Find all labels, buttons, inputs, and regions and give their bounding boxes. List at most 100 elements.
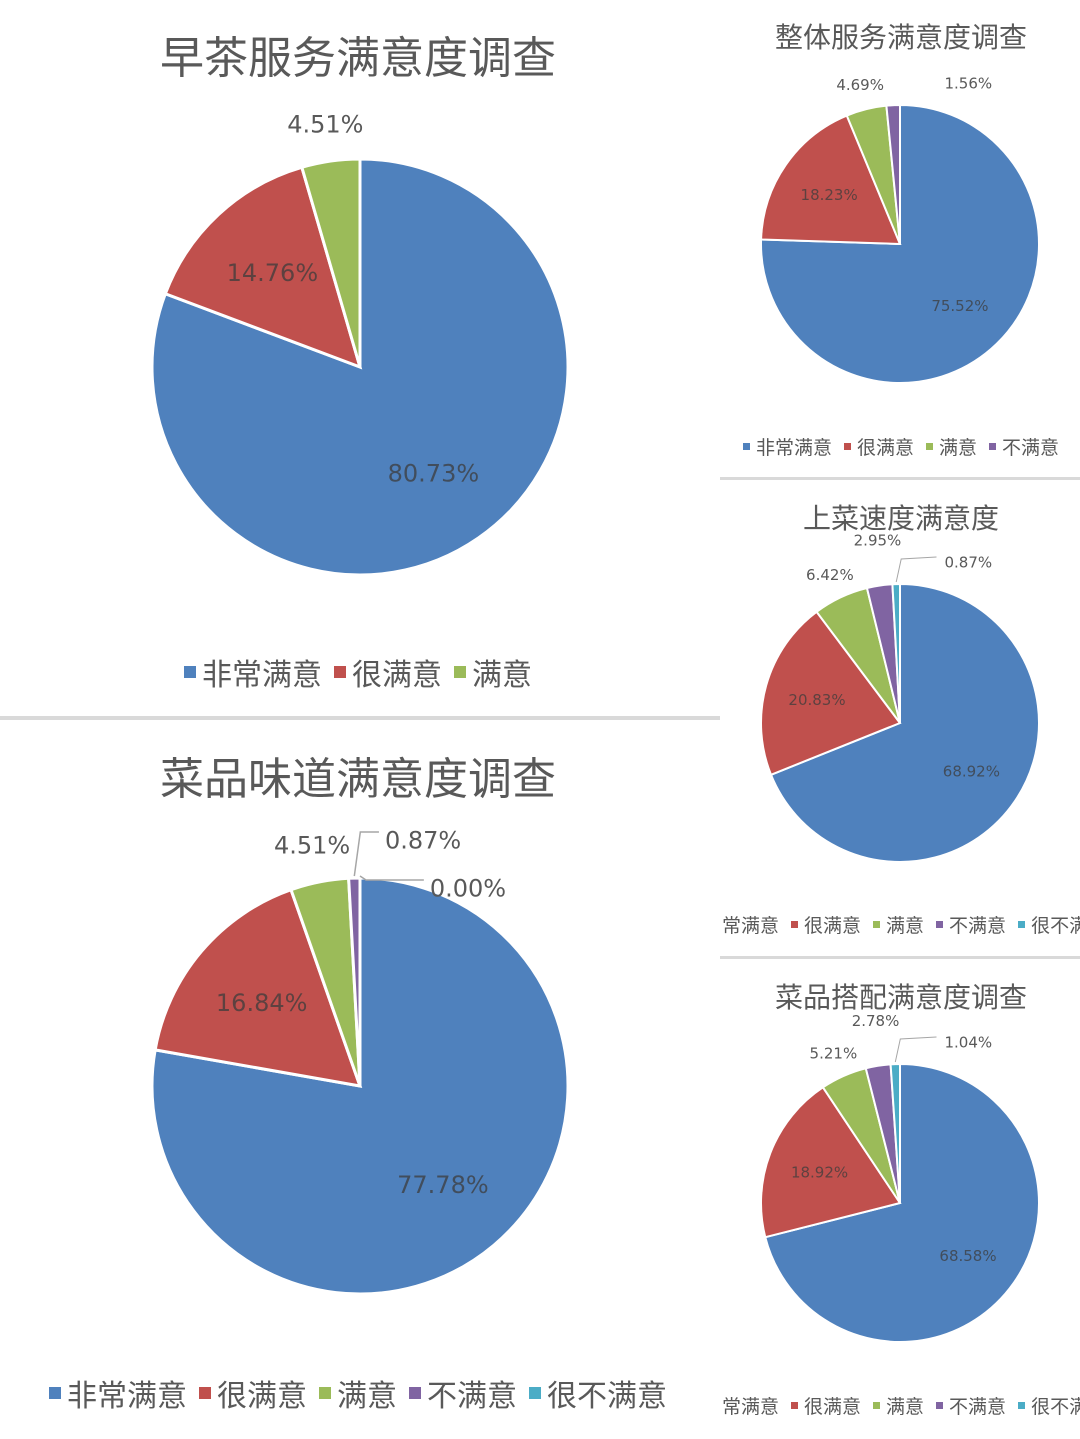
legend-swatch [199, 1387, 211, 1399]
chart-legend: 非常满意 很满意 满意 不满意 很不满意 [722, 1392, 1080, 1419]
chart-title: 整体服务满意度调查 [774, 21, 1027, 54]
data-label-2: 14.76% [227, 259, 319, 287]
legend-item: 很不满意 [529, 1371, 667, 1415]
legend-label: 满意 [472, 658, 532, 693]
leader-line-4 [353, 831, 379, 877]
legend-label: 非常满意 [67, 1379, 187, 1414]
legend-swatch [529, 1387, 541, 1399]
divider-right-2 [720, 956, 1080, 959]
data-label-3: 5.21% [810, 1044, 858, 1062]
legend-swatch [454, 666, 466, 678]
data-label-1: 80.73% [388, 459, 480, 487]
pie-chart: 75.52% 18.23% 4.69% 1.56% [760, 74, 1040, 384]
legend-item: 不满意 [409, 1371, 517, 1415]
legend-label: 满意 [939, 437, 978, 459]
pie-slice-4 [347, 876, 362, 1087]
data-label-1: 68.58% [939, 1247, 996, 1265]
data-label-5: 1.04% [944, 1033, 992, 1051]
pie-slice-1 [764, 1062, 1040, 1343]
legend-item: 很满意 [334, 650, 442, 694]
legend-label: 非常满意 [722, 915, 780, 937]
legend-label: 不满意 [949, 1396, 1007, 1418]
legend-item: 很满意 [843, 433, 914, 460]
legend-label: 很不满意 [1031, 915, 1080, 937]
pie-slice-1 [150, 876, 570, 1296]
legend-swatch [873, 1402, 881, 1409]
legend-item: 不满意 [989, 433, 1059, 460]
legend-label: 非常满意 [722, 1396, 780, 1418]
legend-swatch [1018, 1402, 1026, 1409]
pie-slice-3 [299, 157, 362, 368]
legend-swatch [936, 1402, 944, 1409]
legend-label: 很满意 [804, 1396, 862, 1418]
pie-chart: 68.58% 18.92% 5.21% 2.78% 1.04% [760, 1012, 1040, 1343]
legend-swatch [873, 921, 881, 928]
chart-legend: 非常满意 很满意 满意 不满意 [722, 433, 1080, 460]
chart-title: 早茶服务满意度调查 [160, 33, 556, 84]
chart-title: 菜品搭配满意度调查 [774, 981, 1027, 1014]
legend-item: 很满意 [199, 1371, 307, 1415]
legend-label: 非常满意 [202, 658, 322, 693]
chart-legend: 非常满意 很满意 满意 [0, 650, 716, 694]
legend-swatch [319, 1387, 331, 1399]
chart-legend: 非常满意 很满意 满意 不满意 很不满意 [722, 911, 1080, 938]
legend-label: 很不满意 [1031, 1396, 1080, 1418]
chart-panel-breakfast-service: 早茶服务满意度调查 80.73% 14.76% 4.51% 非常满意 很满意 满意 [0, 0, 716, 715]
legend-label: 满意 [886, 915, 925, 937]
legend-swatch [742, 443, 750, 450]
legend-label: 不满意 [949, 915, 1007, 937]
legend-swatch [791, 1402, 799, 1409]
legend-label: 满意 [886, 1396, 925, 1418]
data-label-3: 4.69% [836, 76, 884, 94]
pie-slice-2 [760, 114, 902, 246]
legend-item: 很满意 [791, 1392, 861, 1419]
pie-chart: 68.92% 20.83% 6.42%2.95% 0.87% [760, 532, 1040, 863]
data-label-1: 68.92% [943, 763, 1000, 781]
pie-slice-4 [885, 103, 901, 245]
legend-label: 满意 [337, 1379, 397, 1414]
data-label-3: 4.51% [287, 110, 363, 138]
legend-label: 很满意 [352, 658, 442, 693]
legend-label: 很满意 [217, 1379, 307, 1414]
legend-item: 非常满意 [722, 911, 779, 938]
data-label-2: 18.92% [791, 1163, 848, 1181]
legend-swatch [1018, 921, 1026, 928]
legend-label: 很不满意 [547, 1379, 667, 1414]
data-label-2: 18.23% [801, 186, 858, 204]
data-label-2: 16.84% [216, 989, 308, 1017]
legend-label: 非常满意 [755, 437, 832, 459]
divider-left [0, 716, 720, 720]
pie-slice-5 [891, 582, 901, 724]
divider-right-1 [720, 477, 1080, 480]
leader-line-5 [359, 875, 424, 881]
legend-swatch [334, 666, 346, 678]
data-label-4: 2.78% [852, 1012, 900, 1030]
chart-panel-overall-service: 整体服务满意度调查 75.52% 18.23% 4.69% 1.56% 非常满意 很满意 满意… [722, 0, 1080, 476]
leader-line-5 [895, 556, 937, 583]
legend-item: 满意 [873, 911, 924, 938]
data-label-3: 4.51% [274, 832, 350, 860]
data-label-5: 0.87% [944, 553, 992, 571]
legend-swatch [791, 921, 799, 928]
chart-legend: 非常满意很满意满意不满意很不满意 [0, 1371, 716, 1415]
chart-panel-dish-pairing: 菜品搭配满意度调查 68.58% 18.92% 5.21% 2.78% 1.04% 非常满意… [722, 960, 1080, 1439]
legend-item: 满意 [873, 1392, 924, 1419]
legend-swatch [49, 1387, 61, 1399]
legend-item: 满意 [319, 1371, 397, 1415]
chart-title: 菜品味道满意度调查 [160, 754, 556, 805]
pie-slice-2 [760, 1085, 902, 1239]
legend-swatch [926, 443, 933, 450]
pie-slice-5 [889, 1062, 901, 1204]
legend-item: 非常满意 [742, 433, 832, 460]
data-label-5: 0.00% [430, 874, 506, 902]
legend-item: 非常满意 [722, 1392, 779, 1419]
legend-label: 很满意 [804, 915, 862, 937]
data-label-4: 2.95% [854, 532, 902, 550]
pie-slice-2 [163, 165, 363, 370]
legend-swatch [184, 666, 196, 678]
legend-item: 满意 [926, 433, 977, 460]
legend-swatch [989, 443, 997, 450]
legend-item: 非常满意 [49, 1371, 187, 1415]
pie-slice-1 [150, 157, 570, 577]
legend-item: 非常满意 [184, 650, 322, 694]
